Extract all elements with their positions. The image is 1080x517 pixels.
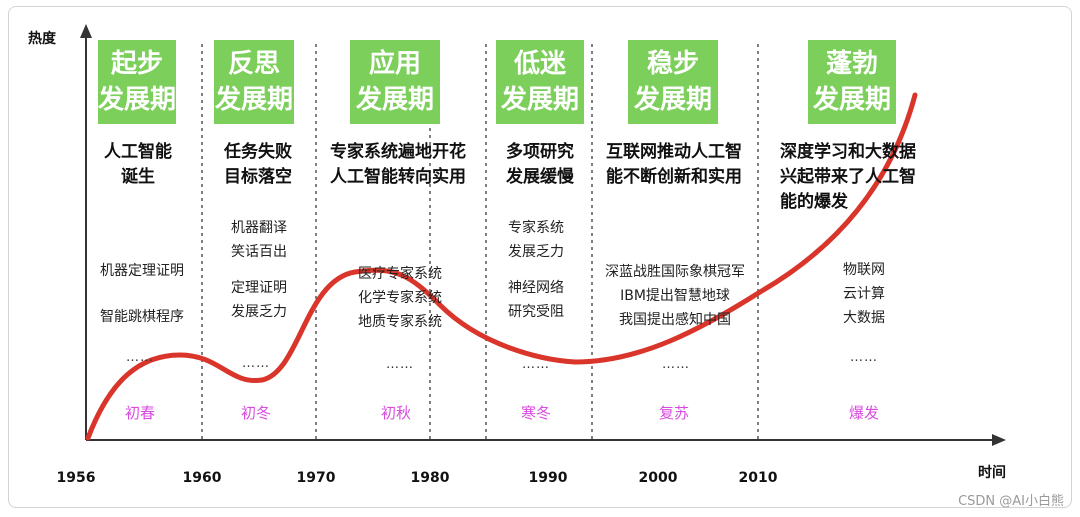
year-label-2000: 2000: [638, 470, 678, 486]
event-line: 专家系统遍地开花: [330, 142, 466, 162]
year-label-1980: 1980: [410, 470, 450, 486]
phase-details-boom: 物联网 云计算 大数据: [824, 258, 904, 330]
phase-ellipsis: ……: [126, 350, 154, 365]
phase-details-startup: 机器定理证明 智能跳棋程序: [86, 259, 198, 329]
phase-title-line1: 应用: [368, 49, 421, 79]
phase-title-line2: 发展期: [633, 85, 712, 115]
phase-ellipsis: ……: [522, 357, 550, 372]
detail-line: 地质专家系统: [358, 314, 442, 330]
phase-box-boom: 蓬勃 发展期: [808, 40, 896, 124]
phase-title-line1: 反思: [227, 49, 280, 79]
detail-line: 研究受阻: [508, 304, 564, 320]
y-axis-arrow-icon: [80, 24, 92, 38]
phase-box-steady: 稳步 发展期: [628, 40, 718, 124]
detail-line: 深蓝战胜国际象棋冠军: [605, 264, 745, 280]
phase-box-downturn: 低迷 发展期: [496, 40, 584, 124]
detail-line: 医疗专家系统: [358, 266, 442, 282]
x-axis-arrow-icon: [992, 434, 1006, 446]
detail-line: 大数据: [843, 310, 885, 326]
event-line: 发展缓慢: [506, 167, 574, 187]
season-label-explosion: 爆发: [848, 404, 879, 422]
detail-line: 神经网络: [508, 280, 564, 296]
watermark-text: CSDN @AI小白熊: [958, 494, 1064, 509]
season-label-cold-winter: 寒冬: [520, 404, 551, 422]
event-line: 深度学习和大数据: [780, 142, 916, 162]
y-axis-label: 热度: [28, 31, 56, 47]
event-line: 人工智能: [104, 142, 172, 162]
event-line: 多项研究: [506, 142, 574, 162]
event-line: 任务失败: [224, 142, 292, 162]
phase-event-steady: 互联网推动人工智 能不断创新和实用: [594, 140, 754, 190]
detail-line: IBM提出智慧地球: [620, 288, 730, 304]
phase-title-line2: 发展期: [98, 85, 177, 115]
phase-ellipsis: ……: [386, 357, 414, 372]
phase-box-application: 应用 发展期: [350, 40, 440, 124]
detail-line: 云计算: [843, 286, 885, 302]
phase-details-reflection: 机器翻译 笑话百出 定理证明 发展乏力: [214, 216, 304, 324]
phase-event-startup: 人工智能 诞生: [92, 140, 184, 190]
phase-title-line2: 发展期: [214, 85, 293, 115]
phase-box-reflection: 反思 发展期: [214, 40, 294, 124]
detail-line: 智能跳棋程序: [100, 309, 184, 325]
phase-title-line2: 发展期: [500, 85, 579, 115]
phase-ellipsis: ……: [850, 350, 878, 365]
phase-details-steady: 深蓝战胜国际象棋冠军 IBM提出智慧地球 我国提出感知中国: [592, 260, 758, 332]
phase-ellipsis: ……: [242, 356, 270, 371]
event-line: 能不断创新和实用: [606, 167, 742, 187]
season-label-early-autumn: 初秋: [380, 404, 411, 422]
year-label-2010: 2010: [738, 470, 778, 486]
phase-title-line2: 发展期: [812, 85, 891, 115]
year-label-1956: 1956: [56, 470, 96, 486]
phase-title-line1: 低迷: [513, 49, 566, 79]
phase-details-downturn: 专家系统 发展乏力 神经网络 研究受阻: [494, 216, 578, 324]
phase-title-line1: 起步: [110, 49, 163, 79]
phase-box-startup: 起步 发展期: [98, 40, 176, 124]
phase-ellipsis: ……: [662, 357, 690, 372]
phase-event-downturn: 多项研究 发展缓慢: [496, 140, 584, 190]
season-label-early-spring: 初春: [124, 404, 155, 422]
phase-title-line2: 发展期: [355, 85, 434, 115]
detail-line: 专家系统: [508, 220, 564, 236]
event-line: 诞生: [121, 167, 155, 187]
season-label-early-winter: 初冬: [240, 404, 271, 422]
detail-line: 我国提出感知中国: [619, 312, 731, 328]
event-line: 目标落空: [224, 167, 292, 187]
phase-event-boom: 深度学习和大数据 兴起带来了人工智 能的爆发: [780, 140, 946, 215]
phase-event-reflection: 任务失败 目标落空: [210, 140, 306, 190]
detail-line: 发展乏力: [231, 304, 287, 320]
heat-curve: [85, 92, 918, 441]
detail-line: 笑话百出: [231, 244, 287, 260]
detail-line: 机器定理证明: [100, 263, 184, 279]
year-label-1960: 1960: [182, 470, 222, 486]
detail-line: 定理证明: [231, 280, 287, 296]
event-line: 互联网推动人工智: [606, 142, 742, 162]
detail-line: 物联网: [843, 262, 885, 278]
year-label-1970: 1970: [296, 470, 336, 486]
detail-line: 发展乏力: [508, 244, 564, 260]
detail-line: 机器翻译: [231, 220, 287, 236]
phase-details-application: 医疗专家系统 化学专家系统 地质专家系统: [344, 262, 456, 334]
event-line: 兴起带来了人工智: [780, 167, 916, 187]
phase-event-application: 专家系统遍地开花 人工智能转向实用: [318, 140, 478, 190]
year-label-1990: 1990: [528, 470, 568, 486]
phase-title-line1: 稳步: [646, 49, 699, 79]
phase-title-line1: 蓬勃: [825, 49, 878, 79]
event-line: 能的爆发: [780, 192, 848, 212]
season-label-recovery: 复苏: [658, 404, 689, 422]
event-line: 人工智能转向实用: [330, 167, 466, 187]
x-axis-label: 时间: [978, 465, 1006, 481]
detail-line: 化学专家系统: [358, 290, 442, 306]
